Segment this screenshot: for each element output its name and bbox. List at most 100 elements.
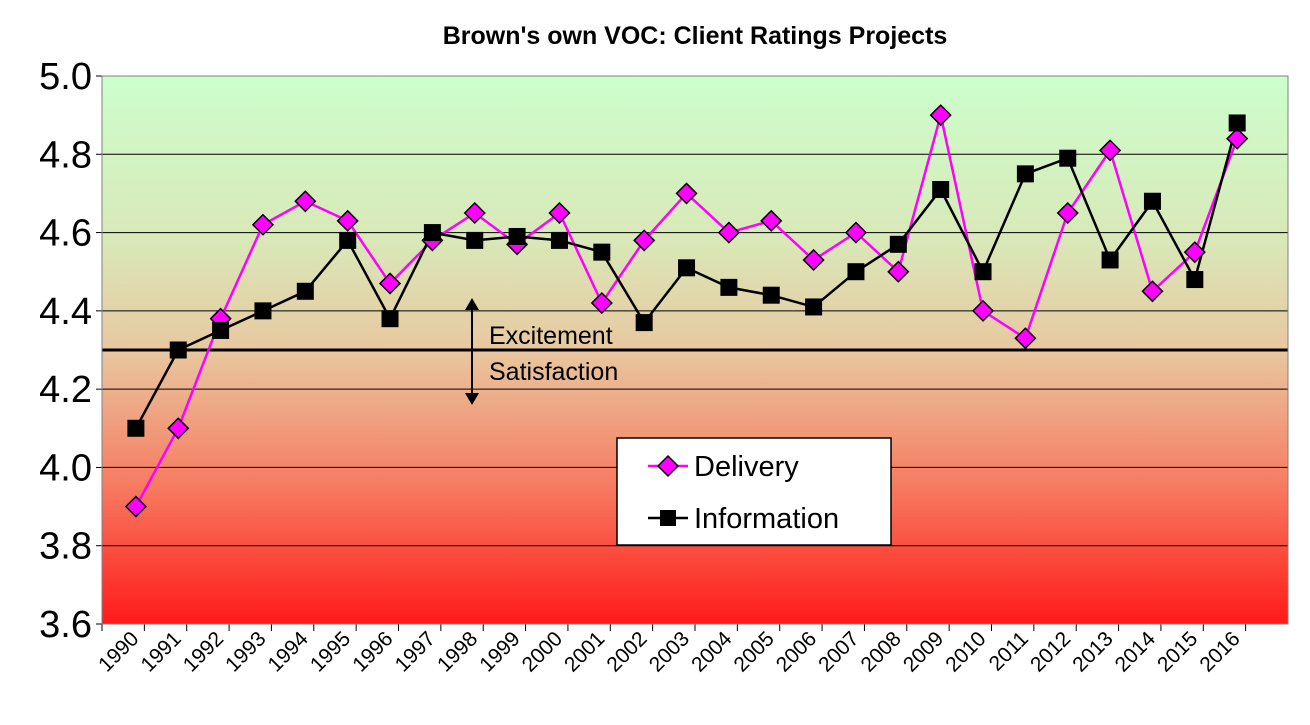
x-tick-label: 2010 — [941, 627, 990, 676]
information-point — [974, 263, 992, 281]
legend: Delivery Information — [616, 437, 892, 546]
x-tick-label: 1990 — [94, 627, 143, 676]
information-point — [762, 286, 780, 304]
excitement-satisfaction-arrow — [465, 298, 479, 405]
x-tick-label: 2009 — [899, 627, 948, 676]
information-point — [550, 231, 568, 249]
delivery-point — [1141, 280, 1164, 303]
information-point — [720, 278, 738, 296]
series-layer — [124, 104, 1249, 518]
plot-border — [101, 75, 1289, 625]
delivery-point — [1183, 241, 1206, 264]
information-point — [889, 235, 907, 253]
information-point — [805, 298, 823, 316]
delivery-point — [717, 221, 740, 244]
information-point — [508, 227, 526, 245]
y-tick-label: 3.6 — [39, 604, 92, 646]
delivery-point — [971, 299, 995, 322]
legend-delivery-marker — [656, 454, 680, 478]
x-tick-label: 1997 — [391, 627, 440, 676]
delivery-point — [929, 104, 952, 127]
delivery-point — [1056, 201, 1079, 225]
x-tick-label: 2008 — [857, 627, 906, 676]
y-tick-label: 4.4 — [39, 291, 92, 333]
delivery-point — [633, 229, 656, 252]
x-tick-label: 2012 — [1026, 627, 1075, 676]
information-point — [847, 263, 865, 281]
x-tick-label: 2001 — [560, 627, 609, 676]
legend-box — [616, 437, 892, 546]
delivery-point — [675, 182, 698, 205]
information-point — [169, 341, 187, 359]
information-point — [423, 224, 441, 242]
x-tick-label: 1994 — [264, 627, 314, 677]
x-tick-label: 2015 — [1153, 627, 1202, 676]
x-tick-label: 2016 — [1195, 627, 1244, 676]
information-point — [1059, 149, 1077, 167]
delivery-point — [463, 201, 486, 225]
delivery-point — [590, 291, 613, 315]
delivery-point — [887, 260, 910, 283]
information-point — [678, 259, 696, 277]
delivery-point — [124, 495, 147, 518]
legend-information-label: Information — [694, 503, 839, 535]
x-tick-label: 2014 — [1111, 627, 1161, 677]
y-tick-label: 4.2 — [39, 369, 92, 411]
x-tick-label: 2000 — [518, 627, 567, 676]
delivery-point — [167, 417, 190, 440]
chart-title: Brown's own VOC: Client Ratings Projects — [443, 22, 948, 50]
information-point — [593, 243, 611, 261]
information-point — [1016, 165, 1034, 183]
legend-delivery-label: Delivery — [694, 451, 799, 483]
information-point — [296, 282, 314, 300]
delivery-point — [760, 209, 783, 232]
delivery-point — [251, 213, 275, 236]
information-point — [1143, 192, 1161, 210]
excitement-label: Excitement — [489, 322, 613, 350]
x-tick-label: 1991 — [136, 627, 185, 676]
y-axis-ticks: 3.6 3.8 4.0 4.2 4.4 4.6 4.8 5.0 — [39, 56, 102, 646]
information-point — [381, 310, 399, 328]
information-point — [339, 231, 357, 249]
x-tick-label: 1999 — [475, 627, 524, 676]
x-tick-label: 1992 — [179, 627, 228, 676]
delivery-point — [336, 209, 359, 232]
x-tick-label: 1993 — [221, 627, 270, 676]
x-tick-label: 2005 — [729, 627, 778, 676]
y-tick-label: 4.6 — [39, 213, 92, 255]
information-point — [212, 321, 230, 339]
legend-information-marker — [660, 510, 676, 526]
x-tick-label: 1995 — [306, 627, 355, 676]
information-point — [1101, 251, 1119, 269]
delivery-point — [294, 190, 317, 213]
delivery-point — [378, 272, 402, 295]
delivery-point — [844, 221, 868, 244]
x-tick-label: 1996 — [348, 627, 397, 676]
x-tick-label: 1998 — [433, 627, 482, 676]
y-tick-label: 5.0 — [39, 56, 92, 98]
information-point — [1228, 114, 1246, 132]
satisfaction-label: Satisfaction — [489, 358, 618, 386]
information-point — [932, 181, 950, 199]
x-tick-label: 2011 — [985, 627, 1033, 675]
y-tick-label: 3.8 — [39, 526, 92, 568]
delivery-point — [1226, 127, 1249, 150]
x-tick-label: 2004 — [687, 627, 737, 677]
delivery-point — [1099, 139, 1122, 162]
delivery-point — [802, 248, 825, 272]
y-tick-label: 4.8 — [39, 134, 92, 176]
x-tick-label: 2007 — [814, 627, 863, 676]
x-axis-ticks: 1990199119921993199419951996199719981999… — [94, 624, 1247, 677]
information-point — [635, 314, 653, 332]
information-point — [127, 419, 145, 437]
y-tick-label: 4.0 — [39, 447, 92, 489]
x-tick-label: 2002 — [602, 627, 651, 676]
information-point — [254, 302, 272, 320]
delivery-point — [1014, 327, 1037, 350]
information-point — [1186, 271, 1204, 289]
information-point — [466, 231, 484, 249]
x-tick-label: 2006 — [772, 627, 821, 676]
delivery-point — [548, 201, 571, 225]
x-tick-label: 2003 — [645, 627, 694, 676]
